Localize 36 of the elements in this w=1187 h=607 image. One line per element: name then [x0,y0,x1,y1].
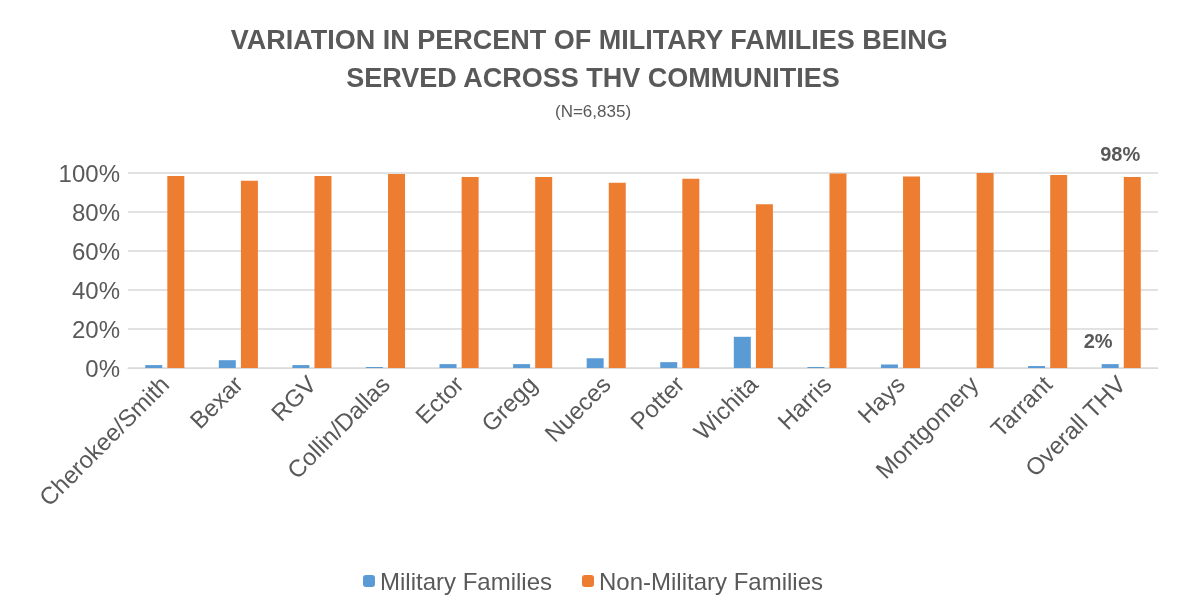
legend-label: Non-Military Families [598,567,824,595]
bar [388,173,406,368]
y-tick-label: 0% [85,354,120,382]
bar [976,173,994,368]
bar [439,364,457,368]
bar [1123,176,1141,368]
bar [903,176,921,368]
bar [586,358,604,368]
data-label: 98% [1100,142,1141,165]
y-tick-label: 80% [71,198,120,226]
bar [513,364,531,368]
bar [660,362,678,368]
bar [240,180,258,368]
bar [755,204,773,368]
y-tick-label: 20% [71,315,120,343]
bar [608,182,626,368]
y-tick-label: 60% [71,237,120,265]
y-tick-label: 40% [71,276,120,304]
bar [1050,174,1068,368]
bar [292,365,310,368]
bar [218,360,236,368]
bar [829,173,847,368]
bar [314,175,332,368]
data-label: 2% [1083,330,1113,353]
bar [535,176,553,368]
y-tick-label: 100% [58,159,120,187]
bar [880,364,898,368]
bar [145,365,163,368]
chart-subtitle: (N=6,835) [554,102,632,121]
bar [1101,364,1119,368]
bar [682,178,700,368]
bar [461,176,479,368]
chart-title: VARIATION IN PERCENT OF MILITARY FAMILIES BEING SERVED ACROSS THV COMMUNITIES [230,25,956,93]
legend-label: Military Families [379,567,552,595]
bar [167,175,185,368]
bar [733,336,751,368]
